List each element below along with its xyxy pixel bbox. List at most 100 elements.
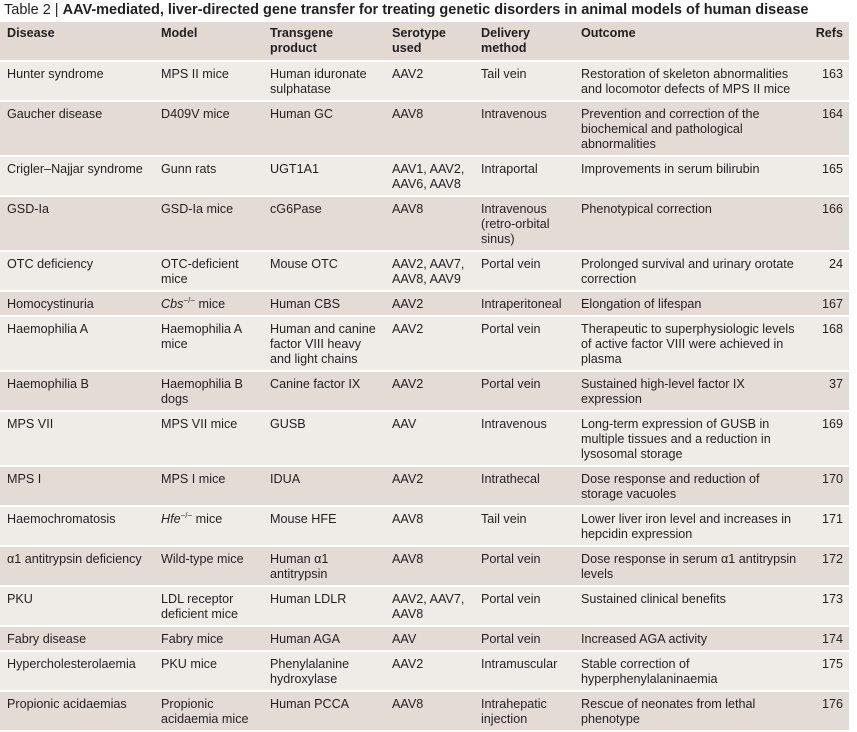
serotype-cell: AAV <box>385 411 474 467</box>
model-text: mice <box>194 297 226 311</box>
refs-cell: 170 <box>802 466 849 507</box>
transgene-cell: Human GC <box>263 101 385 157</box>
model-cell: MPS VII mice <box>154 411 263 467</box>
model-cell: Cbs−/− mice <box>154 291 263 317</box>
refs-cell: 169 <box>802 411 849 467</box>
serotype-cell: AAV2 <box>385 291 474 317</box>
table-row: MPS I MPS I mice IDUA AAV2 Intrathecal Dose r… <box>0 466 849 507</box>
transgene-cell: UGT1A1 <box>263 156 385 197</box>
table-title: Table 2 | AAV-mediated, liver-directed g… <box>4 2 808 18</box>
delivery-cell: Intravenous <box>474 101 574 157</box>
table-row: OTC deficiency OTC-deficient mice Mouse OT… <box>0 251 849 292</box>
disease-cell: PKU <box>0 586 154 627</box>
delivery-cell: Tail vein <box>474 61 574 102</box>
serotype-cell: AAV8 <box>385 506 474 547</box>
transgene-cell: GUSB <box>263 411 385 467</box>
transgene-cell: Human and canine factor VIII heavy and l… <box>263 316 385 372</box>
disease-cell: Homocystinuria <box>0 291 154 317</box>
transgene-cell: Human CBS <box>263 291 385 317</box>
outcome-cell: Dose response and reduction of storage v… <box>574 466 802 507</box>
disease-cell: Crigler–Najjar syndrome <box>0 156 154 197</box>
serotype-cell: AAV2 <box>385 61 474 102</box>
serotype-cell: AAV8 <box>385 546 474 587</box>
outcome-cell: Dose response in serum α1 antitrypsin le… <box>574 546 802 587</box>
model-cell: Hfe−/− mice <box>154 506 263 547</box>
delivery-cell: Intraperitoneal <box>474 291 574 317</box>
transgene-cell: Canine factor IX <box>263 371 385 412</box>
delivery-cell: Portal vein <box>474 546 574 587</box>
model-cell: Haemophilia A mice <box>154 316 263 372</box>
delivery-cell: Portal vein <box>474 316 574 372</box>
refs-cell: 176 <box>802 691 849 732</box>
refs-cell: 168 <box>802 316 849 372</box>
disease-cell: Haemophilia A <box>0 316 154 372</box>
transgene-cell: Mouse OTC <box>263 251 385 292</box>
disease-cell: MPS I <box>0 466 154 507</box>
genotype-superscript: −/− <box>183 295 195 305</box>
serotype-cell: AAV2 <box>385 316 474 372</box>
serotype-cell: AAV2 <box>385 371 474 412</box>
delivery-cell: Intramuscular <box>474 651 574 692</box>
refs-cell: 175 <box>802 651 849 692</box>
disease-cell: Haemochromatosis <box>0 506 154 547</box>
header-disease: Disease <box>0 22 154 62</box>
table-row: Propionic acidaemias Propionic acidaemia … <box>0 691 849 732</box>
transgene-cell: cG6Pase <box>263 196 385 252</box>
transgene-cell: IDUA <box>263 466 385 507</box>
header-outcome: Outcome <box>574 22 802 62</box>
model-text: mice <box>192 512 223 526</box>
transgene-cell: Human AGA <box>263 626 385 652</box>
outcome-cell: Increased AGA activity <box>574 626 802 652</box>
outcome-cell: Sustained clinical benefits <box>574 586 802 627</box>
serotype-cell: AAV8 <box>385 691 474 732</box>
serotype-cell: AAV1, AAV2, AAV6, AAV8 <box>385 156 474 197</box>
refs-cell: 173 <box>802 586 849 627</box>
table-row: Crigler–Najjar syndrome Gunn rats UGT1A1 AA… <box>0 156 849 197</box>
model-cell: Gunn rats <box>154 156 263 197</box>
outcome-cell: Rescue of neonates from lethal phenotype <box>574 691 802 732</box>
serotype-cell: AAV <box>385 626 474 652</box>
model-cell: Haemophilia B dogs <box>154 371 263 412</box>
gene-name: Hfe <box>161 512 181 526</box>
refs-cell: 167 <box>802 291 849 317</box>
refs-cell: 163 <box>802 61 849 102</box>
refs-cell: 172 <box>802 546 849 587</box>
header-row: Disease Model Transgene product Serotype… <box>0 22 849 62</box>
outcome-cell: Elongation of lifespan <box>574 291 802 317</box>
delivery-cell: Intravenous <box>474 411 574 467</box>
transgene-cell: Human iduronate sulphatase <box>263 61 385 102</box>
table-row: Gaucher disease D409V mice Human GC AAV8 Int… <box>0 101 849 157</box>
delivery-cell: Portal vein <box>474 586 574 627</box>
serotype-cell: AAV8 <box>385 196 474 252</box>
delivery-cell: Intravenous (retro-orbital sinus) <box>474 196 574 252</box>
delivery-cell: Tail vein <box>474 506 574 547</box>
serotype-cell: AAV2 <box>385 466 474 507</box>
outcome-cell: Stable correction of hyperphenylalaninae… <box>574 651 802 692</box>
outcome-cell: Restoration of skeleton abnormalities an… <box>574 61 802 102</box>
refs-cell: 166 <box>802 196 849 252</box>
disease-cell: Gaucher disease <box>0 101 154 157</box>
delivery-cell: Intrathecal <box>474 466 574 507</box>
refs-cell: 164 <box>802 101 849 157</box>
refs-cell: 165 <box>802 156 849 197</box>
table-row: Hypercholesterolaemia PKU mice Phenylalani… <box>0 651 849 692</box>
model-cell: PKU mice <box>154 651 263 692</box>
delivery-cell: Portal vein <box>474 251 574 292</box>
gene-transfer-table: Disease Model Transgene product Serotype… <box>0 22 849 732</box>
disease-cell: Hunter syndrome <box>0 61 154 102</box>
table-row: α1 antitrypsin deficiency Wild-type mice H… <box>0 546 849 587</box>
table-row: Homocystinuria Cbs−/− mice Human CBS AAV2 In… <box>0 291 849 317</box>
header-delivery: Delivery method <box>474 22 574 62</box>
outcome-cell: Improvements in serum bilirubin <box>574 156 802 197</box>
outcome-cell: Prevention and correction of the biochem… <box>574 101 802 157</box>
outcome-cell: Prolonged survival and urinary orotate c… <box>574 251 802 292</box>
outcome-cell: Therapeutic to superphysiologic levels o… <box>574 316 802 372</box>
table-caption: AAV-mediated, liver-directed gene transf… <box>62 2 809 18</box>
table-row: Hunter syndrome MPS II mice Human iduronat… <box>0 61 849 102</box>
disease-cell: Propionic acidaemias <box>0 691 154 732</box>
outcome-cell: Phenotypical correction <box>574 196 802 252</box>
model-cell: Propionic acidaemia mice <box>154 691 263 732</box>
model-cell: GSD-Ia mice <box>154 196 263 252</box>
transgene-cell: Mouse HFE <box>263 506 385 547</box>
disease-cell: MPS VII <box>0 411 154 467</box>
